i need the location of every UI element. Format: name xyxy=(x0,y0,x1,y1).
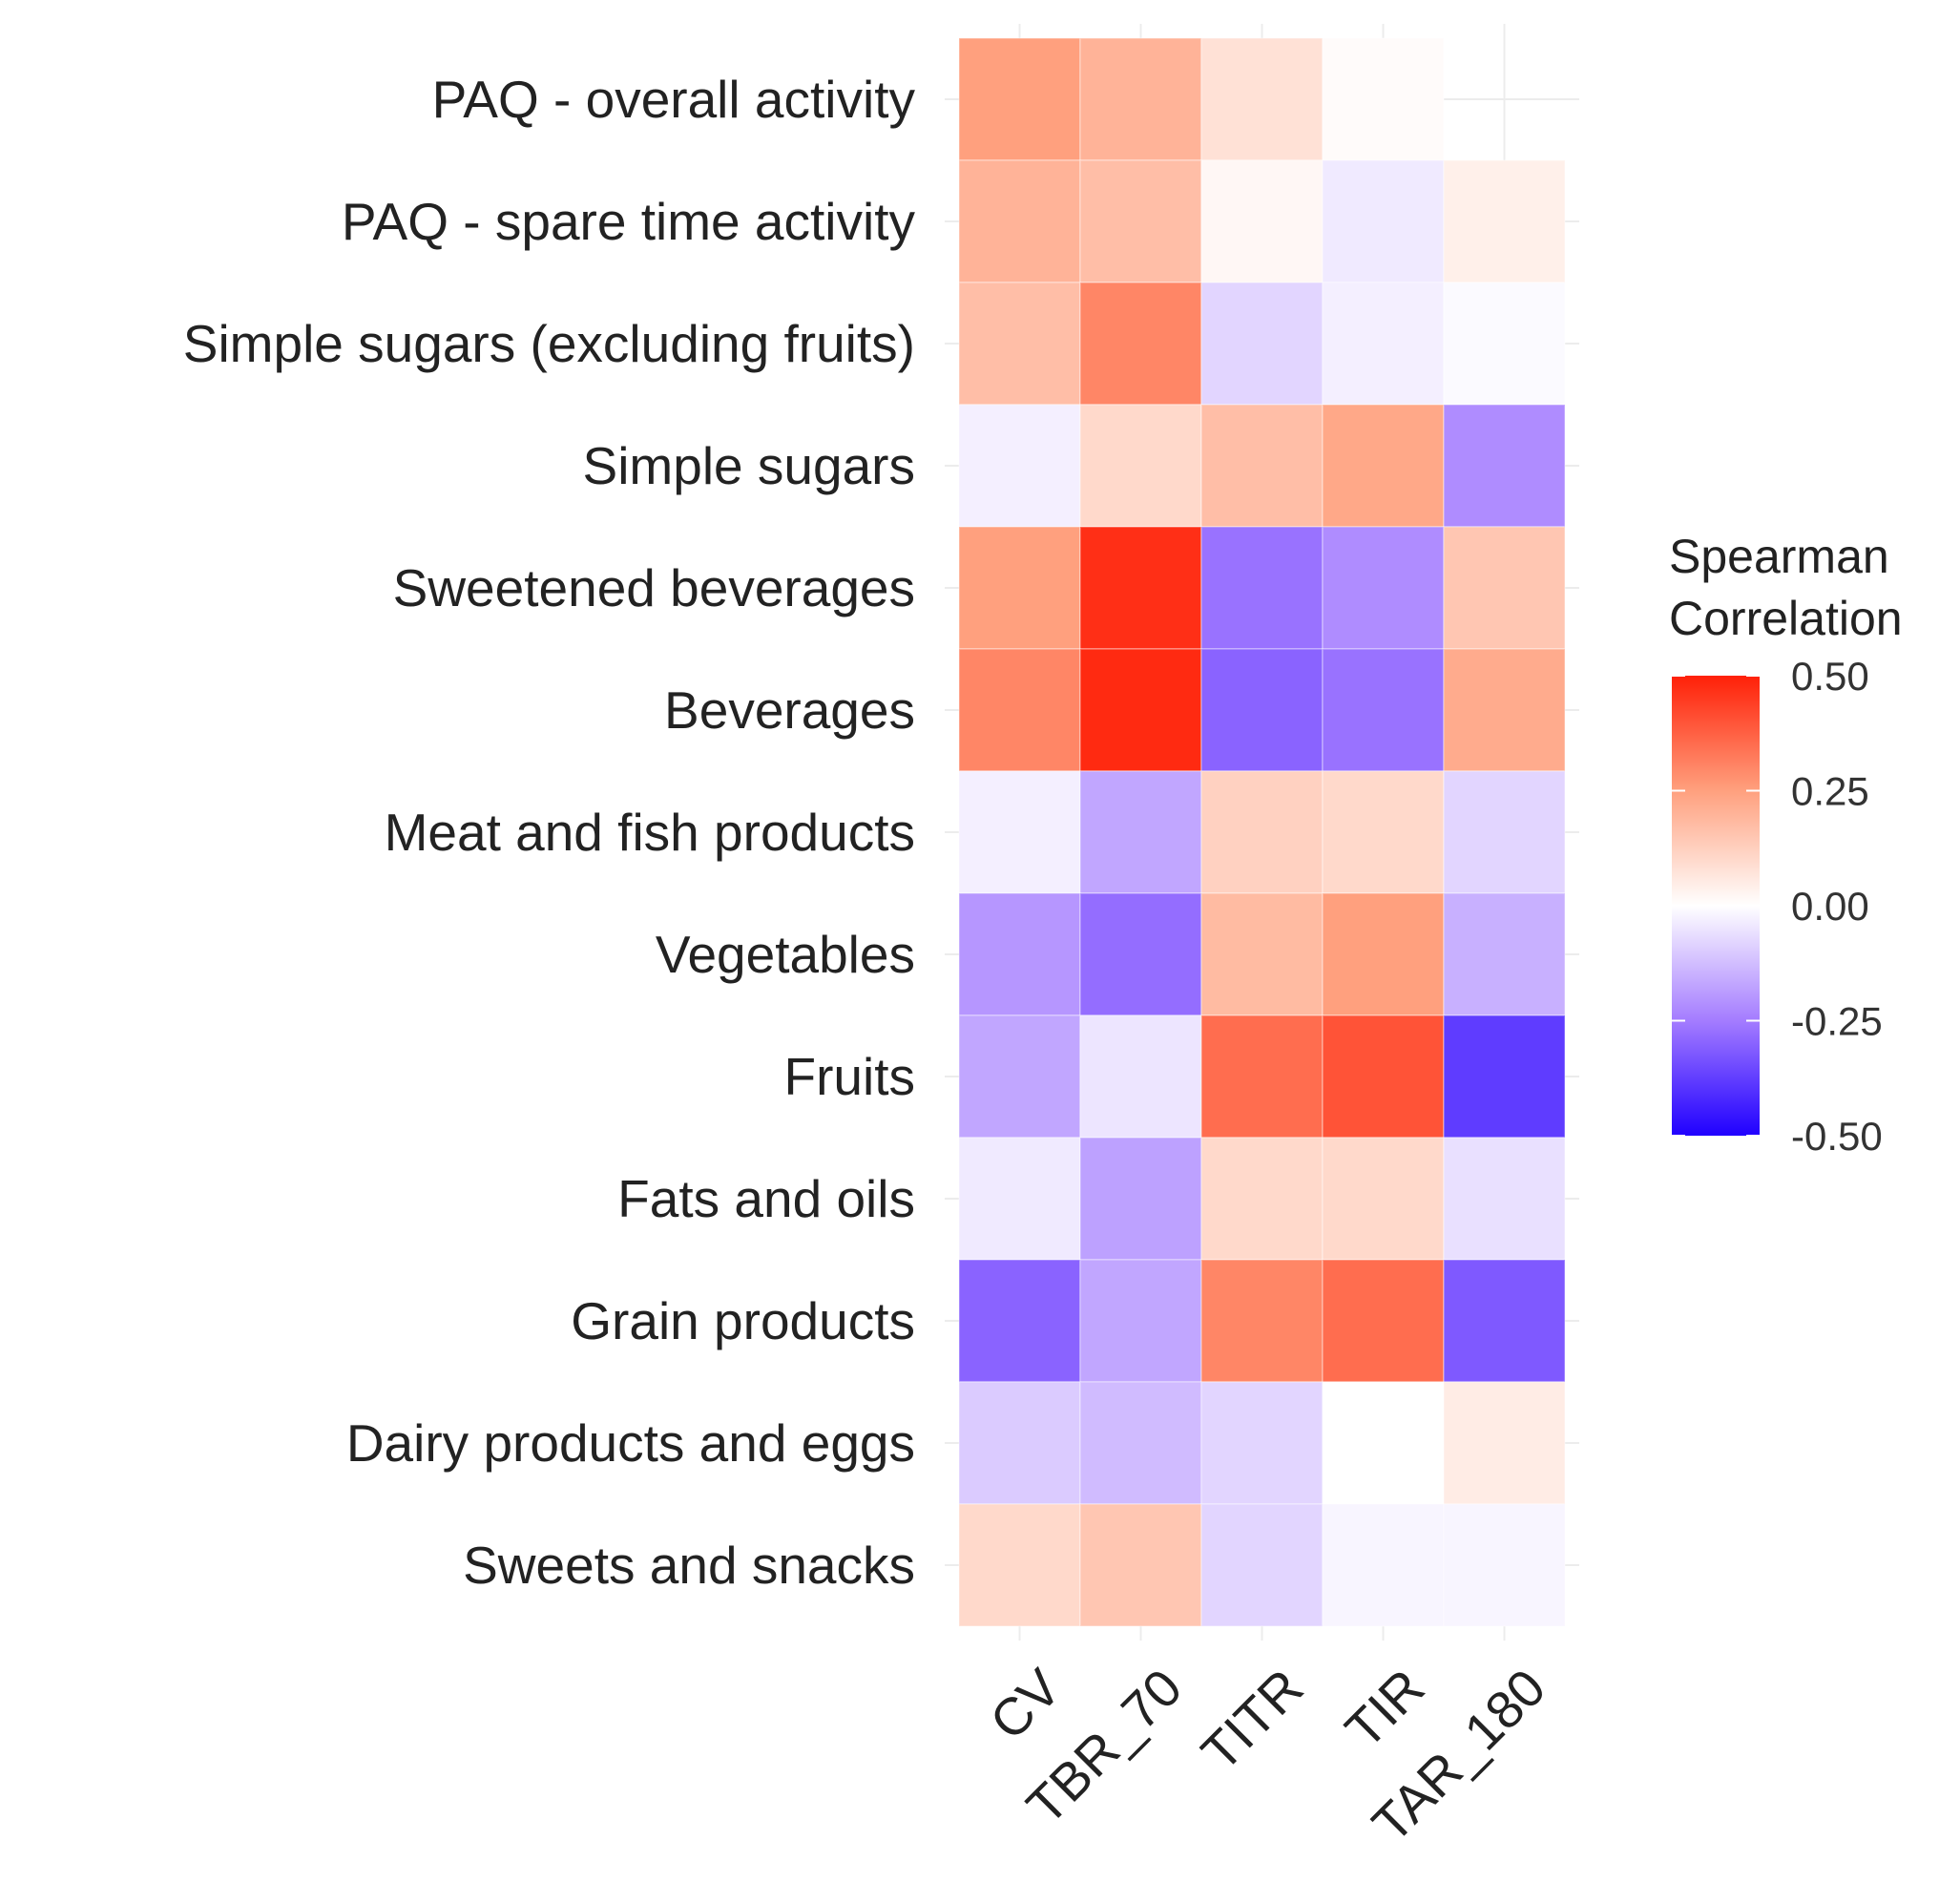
heatmap-cell xyxy=(1200,282,1324,406)
heatmap-cell xyxy=(1322,37,1445,161)
heatmap-cell xyxy=(1079,1259,1202,1383)
heatmap-cell xyxy=(1443,892,1566,1016)
heatmap-cell xyxy=(958,526,1081,650)
y-axis-label: PAQ - overall activity xyxy=(432,70,916,129)
heatmap-cell xyxy=(1079,648,1202,772)
legend-tick-label: -0.50 xyxy=(1791,1114,1883,1159)
heatmap-cells xyxy=(958,37,1566,1627)
legend-tick-label: 0.25 xyxy=(1791,769,1869,814)
heatmap-cell xyxy=(1200,1137,1324,1261)
heatmap-cell xyxy=(1079,159,1202,283)
x-axis-label: CV xyxy=(978,1658,1072,1751)
legend-colorbar xyxy=(1672,676,1760,1136)
heatmap-cell xyxy=(1443,282,1566,406)
heatmap-cell xyxy=(958,404,1081,528)
legend-tick-label: 0.50 xyxy=(1791,654,1869,699)
heatmap-cell xyxy=(1322,159,1445,283)
heatmap-cell xyxy=(1200,37,1324,161)
heatmap-cell xyxy=(958,1259,1081,1383)
heatmap-cell xyxy=(1322,404,1445,528)
heatmap-cell xyxy=(1322,526,1445,650)
heatmap-cell xyxy=(1443,404,1566,528)
heatmap-cell xyxy=(1079,282,1202,406)
y-axis-label: Beverages xyxy=(664,680,915,740)
heatmap-cell xyxy=(1200,892,1324,1016)
x-axis-label: TITR xyxy=(1190,1658,1314,1782)
y-axis-label: Vegetables xyxy=(656,925,915,984)
y-axis-label: Sweets and snacks xyxy=(463,1536,915,1595)
heatmap-cell xyxy=(1200,526,1324,650)
heatmap-cell xyxy=(1322,1137,1445,1261)
heatmap-cell xyxy=(1322,1503,1445,1627)
heatmap-cell xyxy=(1200,648,1324,772)
heatmap-cell xyxy=(1200,1259,1324,1383)
heatmap-cell xyxy=(958,282,1081,406)
heatmap-cell xyxy=(1322,892,1445,1016)
legend-tick-label: -0.25 xyxy=(1791,999,1883,1044)
heatmap-cell xyxy=(1079,526,1202,650)
heatmap-cell xyxy=(958,37,1081,161)
heatmap-cell xyxy=(1443,159,1566,283)
heatmap-cell xyxy=(1322,1014,1445,1139)
heatmap-cell xyxy=(1443,1503,1566,1627)
heatmap-cell xyxy=(1200,770,1324,894)
y-axis-label: Simple sugars (excluding fruits) xyxy=(183,314,915,373)
heatmap-cell xyxy=(1200,159,1324,283)
heatmap-cell xyxy=(1443,1014,1566,1139)
heatmap-cell xyxy=(958,770,1081,894)
heatmap-cell xyxy=(958,892,1081,1016)
heatmap-cell xyxy=(1200,1014,1324,1139)
heatmap-cell xyxy=(1322,770,1445,894)
heatmap-cell xyxy=(958,1014,1081,1139)
heatmap-cell xyxy=(1443,1137,1566,1261)
y-axis-label: Simple sugars xyxy=(583,436,915,495)
heatmap-cell xyxy=(1322,648,1445,772)
heatmap-cell xyxy=(1443,770,1566,894)
y-axis-label: Fruits xyxy=(784,1047,916,1106)
heatmap-cell xyxy=(958,648,1081,772)
legend-tick-label: 0.00 xyxy=(1791,884,1869,929)
y-axis-labels: PAQ - overall activity PAQ - spare time a… xyxy=(183,70,916,1595)
x-axis-label: TIR xyxy=(1334,1658,1435,1759)
heatmap-cell xyxy=(958,1137,1081,1261)
heatmap-cell xyxy=(1079,770,1202,894)
heatmap-cell xyxy=(958,1381,1081,1505)
heatmap-cell xyxy=(1079,892,1202,1016)
heatmap-cell xyxy=(1079,1381,1202,1505)
heatmap-cell xyxy=(1443,1259,1566,1383)
heatmap-cell xyxy=(1079,37,1202,161)
heatmap-cell xyxy=(1079,1014,1202,1139)
heatmap-cell xyxy=(958,159,1081,283)
heatmap-cell xyxy=(1443,526,1566,650)
heatmap-cell xyxy=(1443,648,1566,772)
heatmap-cell xyxy=(1443,1381,1566,1505)
legend-title-line-2: Correlation xyxy=(1669,592,1903,645)
heatmap-cell xyxy=(1322,1259,1445,1383)
heatmap-cell xyxy=(1200,1503,1324,1627)
y-axis-label: PAQ - spare time activity xyxy=(342,192,916,251)
heatmap-cell xyxy=(1079,1137,1202,1261)
heatmap-cell xyxy=(1200,404,1324,528)
y-axis-label: Dairy products and eggs xyxy=(346,1413,915,1473)
heatmap-cell xyxy=(1322,1381,1445,1505)
y-axis-label: Grain products xyxy=(571,1291,915,1350)
heatmap-cell xyxy=(1079,1503,1202,1627)
heatmap-cell xyxy=(1079,404,1202,528)
heatmap-cell xyxy=(1322,282,1445,406)
heatmap-cell xyxy=(1200,1381,1324,1505)
y-axis-label: Meat and fish products xyxy=(385,803,915,862)
heatmap-cell xyxy=(958,1503,1081,1627)
y-axis-label: Fats and oils xyxy=(617,1169,915,1228)
y-axis-label: Sweetened beverages xyxy=(393,558,915,617)
color-legend: Spearman Correlation 0.50 0.25 0.00 -0.25 -0… xyxy=(1669,530,1903,1159)
legend-title-line-1: Spearman xyxy=(1669,530,1889,583)
